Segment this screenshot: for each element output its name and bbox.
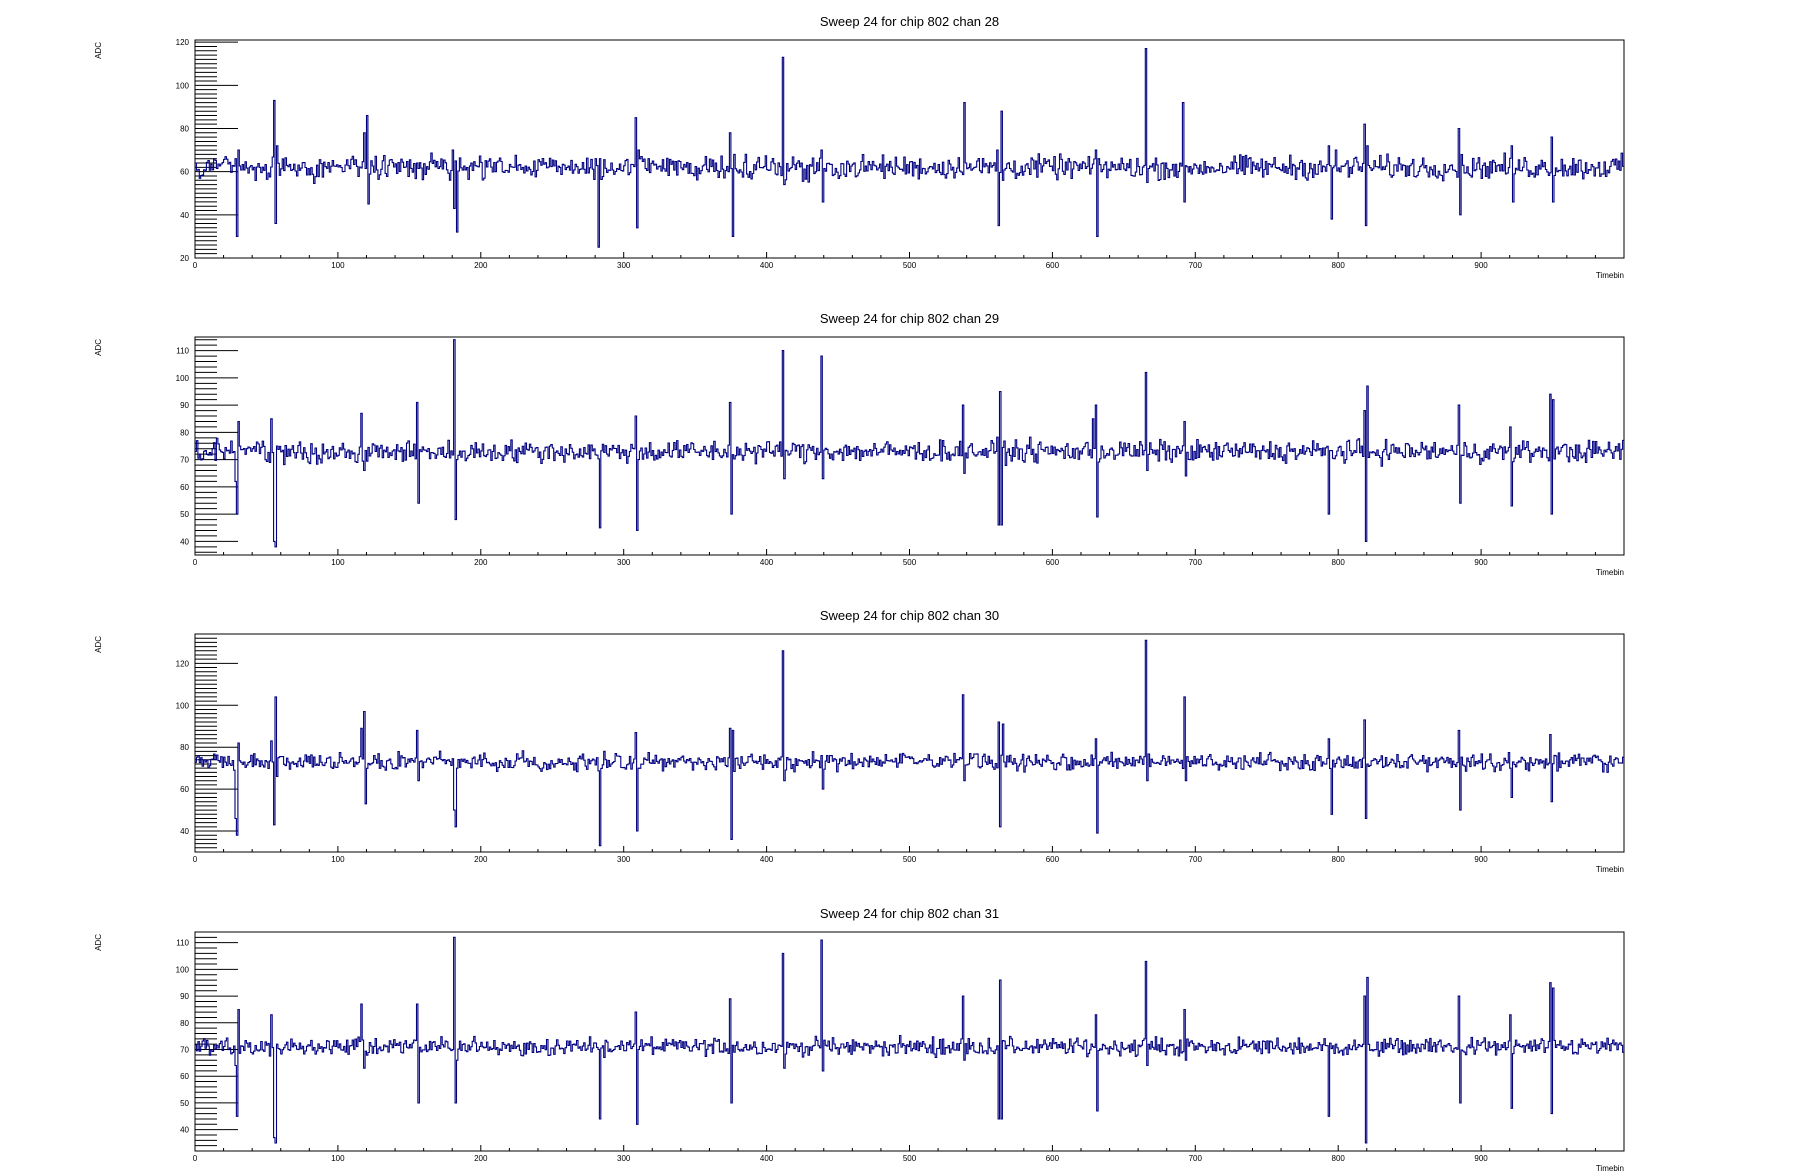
x-tick-label: 500 (903, 855, 917, 864)
chart-title: Sweep 24 for chip 802 chan 28 (820, 14, 999, 29)
y-tick-label: 110 (176, 347, 189, 356)
x-tick-label: 300 (617, 855, 631, 864)
x-tick-label: 700 (1189, 855, 1203, 864)
x-tick-label: 800 (1332, 1154, 1346, 1163)
x-axis-label: Timebin (1596, 568, 1624, 577)
x-tick-label: 200 (474, 855, 488, 864)
x-tick-label: 400 (760, 558, 774, 567)
x-tick-label: 0 (193, 1154, 198, 1163)
x-tick-label: 800 (1332, 261, 1346, 270)
y-tick-label: 40 (180, 211, 189, 220)
x-tick-label: 900 (1474, 855, 1488, 864)
x-tick-label: 700 (1189, 1154, 1203, 1163)
y-tick-label: 60 (180, 483, 189, 492)
x-tick-label: 600 (1046, 855, 1060, 864)
chart-title: Sweep 24 for chip 802 chan 31 (820, 906, 999, 921)
y-tick-label: 50 (180, 510, 189, 519)
x-axis-label: Timebin (1596, 1164, 1624, 1172)
plot-frame (194, 633, 1625, 853)
x-tick-label: 300 (617, 1154, 631, 1163)
x-tick-label: 600 (1046, 558, 1060, 567)
chart-title: Sweep 24 for chip 802 chan 30 (820, 608, 999, 623)
x-tick-label: 700 (1189, 261, 1203, 270)
y-axis-label: ADC (94, 934, 103, 951)
x-tick-label: 900 (1474, 1154, 1488, 1163)
y-tick-label: 60 (180, 785, 189, 794)
chart-panel-3: Sweep 24 for chip 802 chan 31 ADC Timebin 4… (94, 906, 1625, 1172)
x-tick-label: 300 (617, 261, 631, 270)
y-tick-label: 80 (180, 124, 189, 133)
y-tick-label: 50 (180, 1099, 189, 1108)
x-tick-label: 600 (1046, 1154, 1060, 1163)
x-tick-label: 100 (331, 558, 345, 567)
y-tick-label: 120 (176, 38, 190, 47)
y-tick-label: 70 (180, 1046, 189, 1055)
x-tick-label: 200 (474, 1154, 488, 1163)
y-tick-label: 100 (176, 81, 190, 90)
y-tick-label: 60 (180, 1072, 189, 1081)
chart-panel-1: Sweep 24 for chip 802 chan 29 ADC Timebin 4… (94, 311, 1625, 577)
x-tick-label: 800 (1332, 558, 1346, 567)
x-tick-label: 400 (760, 1154, 774, 1163)
y-tick-label: 80 (180, 1019, 189, 1028)
x-axis-label: Timebin (1596, 865, 1624, 874)
x-tick-label: 300 (617, 558, 631, 567)
x-tick-label: 400 (760, 261, 774, 270)
x-tick-label: 800 (1332, 855, 1346, 864)
x-tick-label: 0 (193, 261, 198, 270)
x-axis-label: Timebin (1596, 271, 1624, 280)
y-tick-label: 40 (180, 827, 189, 836)
y-tick-label: 100 (176, 701, 190, 710)
chart-panel-0: Sweep 24 for chip 802 chan 28 ADC Timebin 2… (94, 14, 1625, 280)
x-tick-label: 600 (1046, 261, 1060, 270)
chart-panel-2: Sweep 24 for chip 802 chan 30 ADC Timebin 4… (94, 608, 1625, 874)
y-axis-label: ADC (94, 636, 103, 653)
y-tick-label: 40 (180, 1126, 189, 1135)
x-tick-label: 500 (903, 1154, 917, 1163)
x-tick-label: 700 (1189, 558, 1203, 567)
y-tick-label: 100 (176, 374, 190, 383)
y-tick-label: 80 (180, 743, 189, 752)
adc-trace-line (195, 639, 1624, 847)
y-tick-label: 110 (176, 939, 189, 948)
x-tick-label: 200 (474, 261, 488, 270)
adc-trace-line (195, 339, 1624, 548)
x-tick-label: 500 (903, 261, 917, 270)
x-tick-label: 0 (193, 855, 198, 864)
x-tick-label: 200 (474, 558, 488, 567)
x-tick-label: 500 (903, 558, 917, 567)
x-tick-label: 900 (1474, 261, 1488, 270)
plot-frame (194, 39, 1625, 259)
adc-trace-line (195, 48, 1624, 248)
chart-title: Sweep 24 for chip 802 chan 29 (820, 311, 999, 326)
y-tick-label: 40 (180, 537, 189, 546)
x-tick-label: 900 (1474, 558, 1488, 567)
y-axis-label: ADC (94, 339, 103, 356)
y-tick-label: 60 (180, 168, 189, 177)
y-tick-label: 80 (180, 428, 189, 437)
y-axis-label: ADC (94, 42, 103, 59)
y-tick-label: 120 (176, 659, 190, 668)
adc-trace-line (195, 936, 1624, 1144)
y-tick-label: 90 (180, 992, 189, 1001)
y-tick-label: 90 (180, 401, 189, 410)
y-tick-label: 70 (180, 456, 189, 465)
y-tick-label: 100 (176, 965, 190, 974)
x-tick-label: 100 (331, 1154, 345, 1163)
x-tick-label: 400 (760, 855, 774, 864)
x-tick-label: 0 (193, 558, 198, 567)
x-tick-label: 100 (331, 855, 345, 864)
y-tick-label: 20 (180, 254, 189, 263)
x-tick-label: 100 (331, 261, 345, 270)
